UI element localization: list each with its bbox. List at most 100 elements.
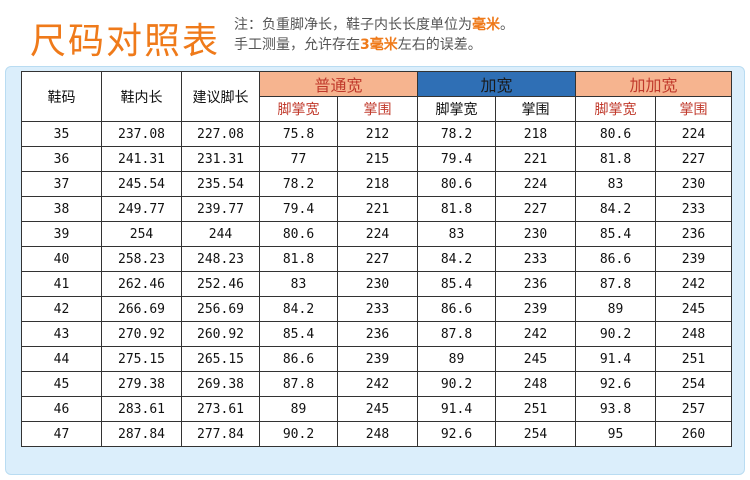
header: 尺码对照表 注：负重脚净长，鞋子内长长度单位为毫米。 手工测量，允许存在3毫米左…	[0, 0, 750, 66]
cell-wide-ball-girth: 245	[495, 346, 576, 372]
cell-foot-length: 244	[181, 221, 260, 247]
cell-size: 35	[21, 121, 102, 147]
cell-normal-ball-width: 78.2	[259, 171, 338, 197]
cell-xwide-ball-width: 83	[575, 171, 656, 197]
page-title: 尺码对照表	[30, 21, 221, 62]
cell-size: 45	[21, 371, 102, 397]
subheader-xwide-ball-width: 脚掌宽	[575, 96, 656, 122]
table-row: 38 249.77 239.77 79.4 221 81.8 227 84.2 233	[21, 196, 732, 222]
cell-inner-length: 279.38	[101, 371, 182, 397]
table-row: 41 262.46 252.46 83 230 85.4 236 87.8 242	[21, 271, 732, 297]
cell-xwide-ball-girth: 227	[655, 146, 732, 172]
cell-wide-ball-width: 92.6	[417, 421, 496, 447]
subheader-normal-ball-width: 脚掌宽	[259, 96, 338, 122]
cell-wide-ball-girth: 227	[495, 196, 576, 222]
cell-wide-ball-width: 86.6	[417, 296, 496, 322]
cell-inner-length: 254	[101, 221, 182, 247]
cell-inner-length: 270.92	[101, 321, 182, 347]
cell-foot-length: 265.15	[181, 346, 260, 372]
group-header-wide: 加宽	[417, 71, 576, 97]
cell-normal-ball-girth: 233	[337, 296, 418, 322]
cell-size: 46	[21, 396, 102, 422]
cell-xwide-ball-width: 92.6	[575, 371, 656, 397]
cell-xwide-ball-width: 91.4	[575, 346, 656, 372]
cell-normal-ball-width: 85.4	[259, 321, 338, 347]
cell-wide-ball-width: 84.2	[417, 246, 496, 272]
cell-normal-ball-girth: 218	[337, 171, 418, 197]
cell-wide-ball-girth: 233	[495, 246, 576, 272]
table-row: 35 237.08 227.08 75.8 212 78.2 218 80.6 224	[21, 121, 732, 147]
cell-xwide-ball-girth: 230	[655, 171, 732, 197]
cell-wide-ball-girth: 230	[495, 221, 576, 247]
cell-size: 39	[21, 221, 102, 247]
cell-inner-length: 275.15	[101, 346, 182, 372]
cell-normal-ball-width: 79.4	[259, 196, 338, 222]
cell-normal-ball-width: 86.6	[259, 346, 338, 372]
cell-normal-ball-girth: 212	[337, 121, 418, 147]
cell-size: 37	[21, 171, 102, 197]
cell-inner-length: 283.61	[101, 396, 182, 422]
note-line-2-end: 左右的误差。	[397, 37, 482, 53]
cell-xwide-ball-width: 80.6	[575, 121, 656, 147]
cell-normal-ball-girth: 239	[337, 346, 418, 372]
cell-foot-length: 231.31	[181, 146, 260, 172]
table-row: 36 241.31 231.31 77 215 79.4 221 81.8 227	[21, 146, 732, 172]
cell-xwide-ball-width: 85.4	[575, 221, 656, 247]
cell-inner-length: 249.77	[101, 196, 182, 222]
cell-foot-length: 256.69	[181, 296, 260, 322]
group-header-normal-width: 普通宽	[259, 71, 418, 97]
cell-normal-ball-width: 89	[259, 396, 338, 422]
cell-size: 38	[21, 196, 102, 222]
note-line-1-end: 。	[500, 17, 514, 33]
cell-foot-length: 273.61	[181, 396, 260, 422]
table-row: 47 287.84 277.84 90.2 248 92.6 254 95 260	[21, 421, 732, 447]
cell-size: 36	[21, 146, 102, 172]
cell-foot-length: 227.08	[181, 121, 260, 147]
subheader-xwide-ball-girth: 掌围	[655, 96, 732, 122]
cell-inner-length: 287.84	[101, 421, 182, 447]
cell-normal-ball-girth: 224	[337, 221, 418, 247]
cell-xwide-ball-width: 86.6	[575, 246, 656, 272]
cell-xwide-ball-girth: 254	[655, 371, 732, 397]
cell-normal-ball-girth: 221	[337, 196, 418, 222]
cell-foot-length: 235.54	[181, 171, 260, 197]
table-row: 44 275.15 265.15 86.6 239 89 245 91.4 251	[21, 346, 732, 372]
col-header-inner-length: 鞋内长	[101, 71, 182, 122]
table-row: 40 258.23 248.23 81.8 227 84.2 233 86.6 239	[21, 246, 732, 272]
cell-normal-ball-width: 77	[259, 146, 338, 172]
measurement-note: 注：负重脚净长，鞋子内长长度单位为毫米。 手工测量，允许存在3毫米左右的误差。	[234, 15, 514, 55]
cell-normal-ball-width: 83	[259, 271, 338, 297]
note-line-1-text: 注：负重脚净长，鞋子内长长度单位为	[234, 17, 472, 33]
cell-normal-ball-width: 80.6	[259, 221, 338, 247]
cell-normal-ball-width: 84.2	[259, 296, 338, 322]
cell-xwide-ball-width: 95	[575, 421, 656, 447]
cell-wide-ball-width: 80.6	[417, 171, 496, 197]
cell-wide-ball-girth: 236	[495, 271, 576, 297]
cell-xwide-ball-girth: 239	[655, 246, 732, 272]
note-line-2: 手工测量，允许存在3毫米左右的误差。	[234, 35, 514, 55]
subheader-normal-ball-girth: 掌围	[337, 96, 418, 122]
cell-wide-ball-girth: 239	[495, 296, 576, 322]
cell-normal-ball-girth: 242	[337, 371, 418, 397]
cell-xwide-ball-width: 90.2	[575, 321, 656, 347]
cell-inner-length: 241.31	[101, 146, 182, 172]
cell-wide-ball-girth: 224	[495, 171, 576, 197]
note-error-value: 3毫米	[360, 37, 398, 53]
cell-foot-length: 239.77	[181, 196, 260, 222]
header-row-2: 脚掌宽 掌围 脚掌宽 掌围 脚掌宽 掌围	[22, 96, 732, 122]
cell-xwide-ball-width: 93.8	[575, 396, 656, 422]
cell-wide-ball-girth: 248	[495, 371, 576, 397]
table-row: 46 283.61 273.61 89 245 91.4 251 93.8 257	[21, 396, 732, 422]
table-row: 39 254 244 80.6 224 83 230 85.4 236	[21, 221, 732, 247]
cell-wide-ball-width: 78.2	[417, 121, 496, 147]
cell-size: 41	[21, 271, 102, 297]
note-line-2-text: 手工测量，允许存在	[234, 37, 360, 53]
cell-wide-ball-width: 89	[417, 346, 496, 372]
cell-wide-ball-width: 83	[417, 221, 496, 247]
cell-wide-ball-width: 87.8	[417, 321, 496, 347]
cell-wide-ball-width: 91.4	[417, 396, 496, 422]
col-header-foot-length: 建议脚长	[181, 71, 260, 122]
cell-wide-ball-girth: 251	[495, 396, 576, 422]
subheader-wide-ball-width: 脚掌宽	[417, 96, 496, 122]
